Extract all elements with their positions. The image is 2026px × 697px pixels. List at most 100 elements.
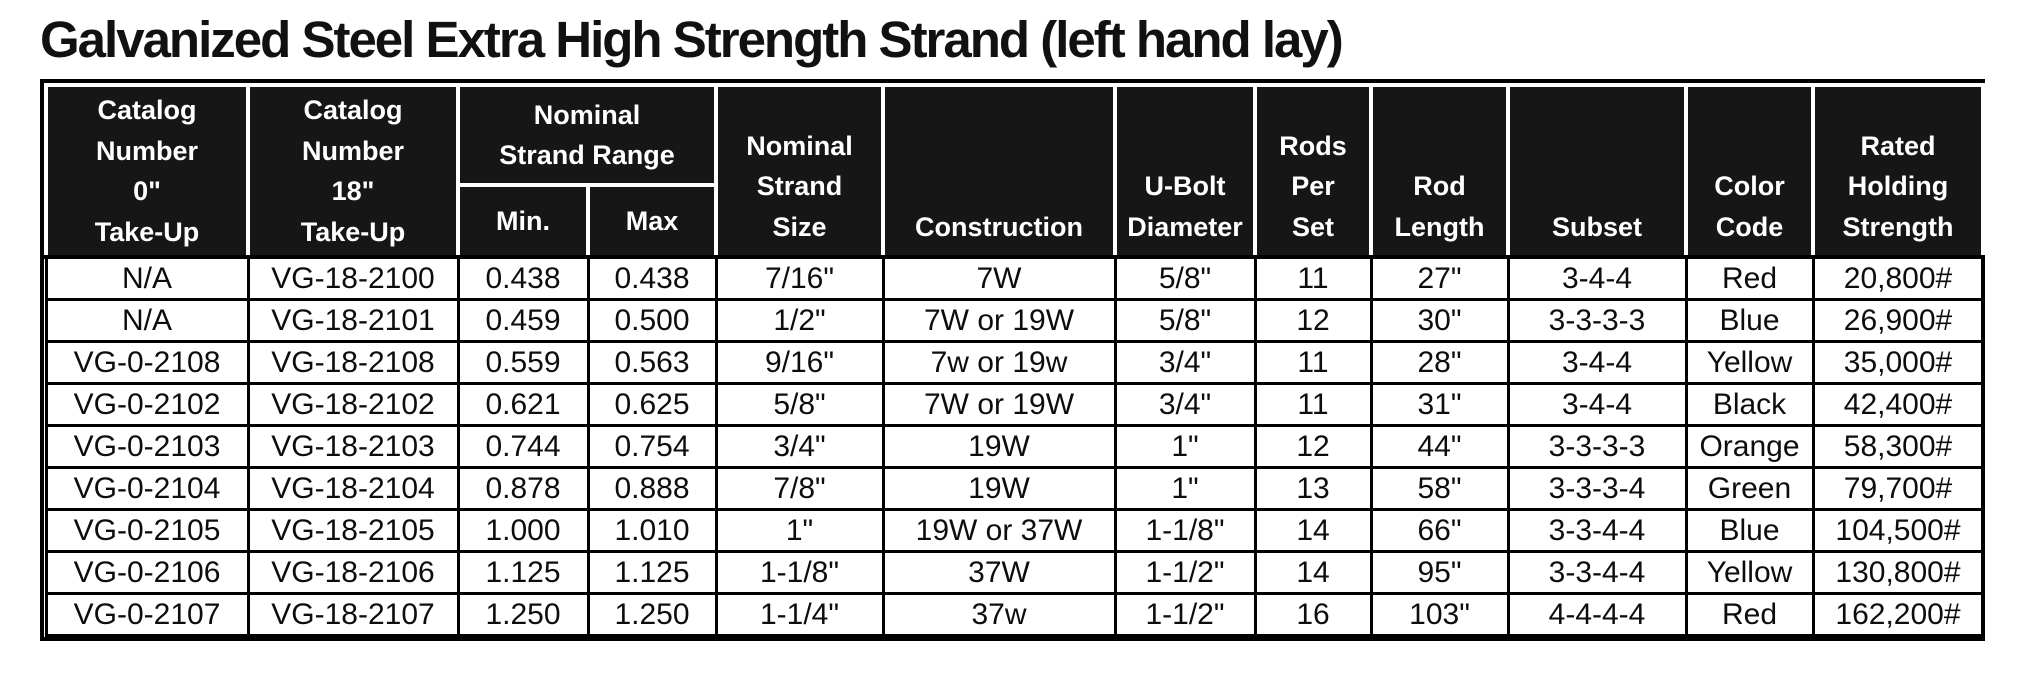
cell-subset: 3-4-4 — [1506, 340, 1688, 385]
cell-rods_per_set: 16 — [1253, 592, 1373, 637]
cell-catalog_18: VG-18-2104 — [246, 466, 460, 511]
cell-rods_per_set: 12 — [1253, 298, 1373, 343]
cell-construction: 7W — [881, 255, 1117, 301]
table-body: N/A VG-18-2100 0.438 0.438 7/16" 7W 5/8" 11 27" 3… — [44, 255, 1985, 637]
cell-max: 0.754 — [586, 424, 718, 469]
strand-data-table: Catalog Number 0" Take-Up Catalog Number… — [44, 83, 1985, 637]
cell-rod_length: 27" — [1369, 255, 1510, 301]
cell-color_code: Blue — [1684, 508, 1815, 553]
cell-min: 0.459 — [456, 298, 590, 343]
cell-color_code: Red — [1684, 592, 1815, 637]
cell-rod_length: 30" — [1369, 298, 1510, 343]
cell-max: 0.438 — [586, 255, 718, 301]
cell-color_code: Green — [1684, 466, 1815, 511]
cell-min: 0.878 — [456, 466, 590, 511]
cell-rated: 20,800# — [1811, 255, 1985, 301]
cell-strand_size: 1-1/8" — [714, 550, 885, 595]
cell-rods_per_set: 13 — [1253, 466, 1373, 511]
cell-max: 0.500 — [586, 298, 718, 343]
table-row: N/A VG-18-2101 0.459 0.500 1/2" 7W or 19W 5/8"… — [44, 298, 1985, 343]
col-header-catalog-0-take-up: Catalog Number 0" Take-Up — [44, 83, 250, 259]
cell-construction: 19W — [881, 424, 1117, 469]
cell-catalog_0: VG-0-2102 — [44, 382, 250, 427]
cell-max: 0.563 — [586, 340, 718, 385]
cell-strand_size: 1-1/4" — [714, 592, 885, 637]
cell-min: 0.438 — [456, 255, 590, 301]
cell-rods_per_set: 14 — [1253, 508, 1373, 553]
cell-max: 1.125 — [586, 550, 718, 595]
cell-catalog_0: VG-0-2106 — [44, 550, 250, 595]
table-row: VG-0-2107 VG-18-2107 1.250 1.250 1-1/4" 37w 1-… — [44, 592, 1985, 637]
table-row: N/A VG-18-2100 0.438 0.438 7/16" 7W 5/8" 11 27" 3… — [44, 255, 1985, 301]
cell-catalog_18: VG-18-2102 — [246, 382, 460, 427]
col-header-construction: Construction — [881, 83, 1117, 259]
cell-min: 0.559 — [456, 340, 590, 385]
cell-subset: 3-4-4 — [1506, 255, 1688, 301]
cell-catalog_18: VG-18-2108 — [246, 340, 460, 385]
cell-catalog_0: VG-0-2105 — [44, 508, 250, 553]
col-header-color-code: Color Code — [1684, 83, 1815, 259]
cell-color_code: Yellow — [1684, 550, 1815, 595]
cell-u_bolt: 1" — [1113, 466, 1257, 511]
table-row: VG-0-2108 VG-18-2108 0.559 0.563 9/16" 7w or … — [44, 340, 1985, 385]
table-row: VG-0-2105 VG-18-2105 1.000 1.010 1" 19W or 37… — [44, 508, 1985, 553]
cell-rated: 42,400# — [1811, 382, 1985, 427]
cell-min: 1.125 — [456, 550, 590, 595]
cell-max: 1.250 — [586, 592, 718, 637]
cell-max: 1.010 — [586, 508, 718, 553]
cell-rod_length: 58" — [1369, 466, 1510, 511]
cell-rod_length: 28" — [1369, 340, 1510, 385]
strand-table-wrapper: Catalog Number 0" Take-Up Catalog Number… — [40, 79, 1985, 641]
cell-color_code: Yellow — [1684, 340, 1815, 385]
cell-u_bolt: 1-1/8" — [1113, 508, 1257, 553]
cell-rods_per_set: 11 — [1253, 340, 1373, 385]
cell-color_code: Red — [1684, 255, 1815, 301]
cell-subset: 4-4-4-4 — [1506, 592, 1688, 637]
cell-construction: 37w — [881, 592, 1117, 637]
cell-catalog_0: VG-0-2104 — [44, 466, 250, 511]
cell-construction: 37W — [881, 550, 1117, 595]
cell-rods_per_set: 14 — [1253, 550, 1373, 595]
cell-rated: 35,000# — [1811, 340, 1985, 385]
col-header-subset: Subset — [1506, 83, 1688, 259]
cell-rated: 104,500# — [1811, 508, 1985, 553]
page-title: Galvanized Steel Extra High Strength Str… — [40, 11, 1344, 68]
table-row: VG-0-2106 VG-18-2106 1.125 1.125 1-1/8" 37W 1-… — [44, 550, 1985, 595]
cell-color_code: Orange — [1684, 424, 1815, 469]
cell-rod_length: 31" — [1369, 382, 1510, 427]
cell-u_bolt: 5/8" — [1113, 298, 1257, 343]
cell-rated: 79,700# — [1811, 466, 1985, 511]
cell-color_code: Blue — [1684, 298, 1815, 343]
cell-construction: 7W or 19W — [881, 382, 1117, 427]
cell-catalog_0: VG-0-2108 — [44, 340, 250, 385]
header-row-top: Catalog Number 0" Take-Up Catalog Number… — [44, 83, 1985, 259]
cell-rod_length: 103" — [1369, 592, 1510, 637]
cell-strand_size: 7/16" — [714, 255, 885, 301]
cell-max: 0.888 — [586, 466, 718, 511]
cell-catalog_0: N/A — [44, 255, 250, 301]
col-header-rated-holding-strength: Rated Holding Strength — [1811, 83, 1985, 259]
cell-catalog_18: VG-18-2101 — [246, 298, 460, 343]
cell-rod_length: 44" — [1369, 424, 1510, 469]
cell-rated: 26,900# — [1811, 298, 1985, 343]
col-header-rod-length: Rod Length — [1369, 83, 1510, 259]
cell-construction: 19W or 37W — [881, 508, 1117, 553]
cell-subset: 3-3-3-3 — [1506, 424, 1688, 469]
cell-rods_per_set: 11 — [1253, 382, 1373, 427]
cell-strand_size: 1" — [714, 508, 885, 553]
cell-u_bolt: 1" — [1113, 424, 1257, 469]
cell-strand_size: 1/2" — [714, 298, 885, 343]
cell-catalog_18: VG-18-2106 — [246, 550, 460, 595]
cell-catalog_18: VG-18-2105 — [246, 508, 460, 553]
cell-color_code: Black — [1684, 382, 1815, 427]
cell-construction: 19W — [881, 466, 1117, 511]
table-header: Catalog Number 0" Take-Up Catalog Number… — [44, 83, 1985, 259]
cell-construction: 7W or 19W — [881, 298, 1117, 343]
col-header-rods-per-set: Rods Per Set — [1253, 83, 1373, 259]
page: Galvanized Steel Extra High Strength Str… — [40, 11, 1985, 641]
cell-catalog_18: VG-18-2100 — [246, 255, 460, 301]
col-header-nominal-strand-size: Nominal Strand Size — [714, 83, 885, 259]
cell-strand_size: 5/8" — [714, 382, 885, 427]
table-row: VG-0-2103 VG-18-2103 0.744 0.754 3/4" 19W 1" 12… — [44, 424, 1985, 469]
cell-u_bolt: 1-1/2" — [1113, 592, 1257, 637]
